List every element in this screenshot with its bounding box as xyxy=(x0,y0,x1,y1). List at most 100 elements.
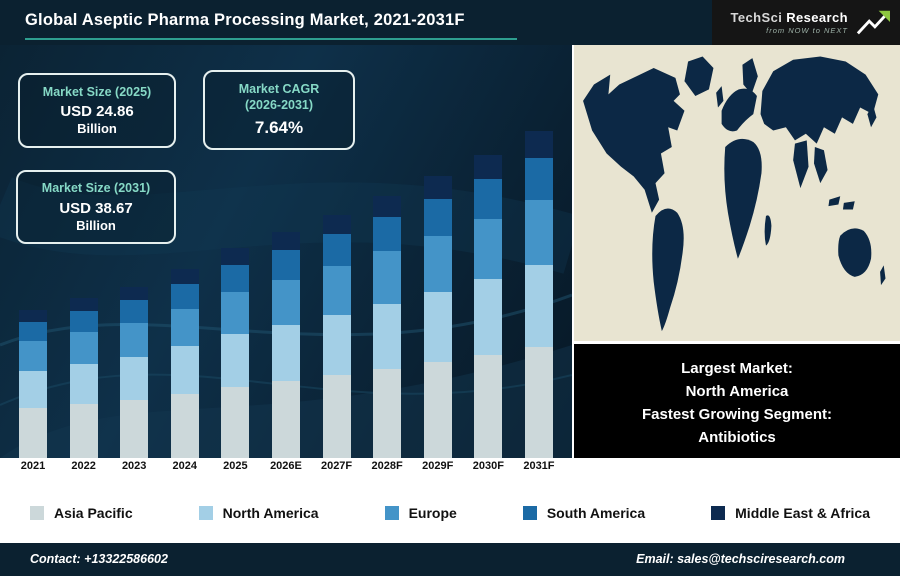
bar-segment-south-america xyxy=(170,284,199,309)
legend-swatch xyxy=(522,505,537,520)
x-axis-label: 2028F xyxy=(371,460,403,472)
bar-segment-europe xyxy=(170,308,199,347)
bar-segment-middle-east-africa xyxy=(120,286,149,301)
stat-value: 7.64% xyxy=(254,117,304,137)
bar-segment-north-america xyxy=(221,334,250,387)
bar-segment-europe xyxy=(271,279,300,325)
stat-label: Market CAGR xyxy=(238,82,320,97)
market-size-2031-box: Market Size (2031) USD 38.67 Billion xyxy=(16,170,176,244)
x-axis-label: 2021 xyxy=(20,460,46,472)
market-highlights-box: Largest Market: North America Fastest Gr… xyxy=(574,344,900,458)
legend-swatch xyxy=(384,505,399,520)
bar-segment-europe xyxy=(474,218,503,280)
bar-segment-north-america xyxy=(524,265,553,347)
bar-2021 xyxy=(16,310,50,458)
x-axis-label: 2026E xyxy=(270,460,302,472)
legend-item: South America xyxy=(522,504,646,521)
stat-unit: Billion xyxy=(76,217,116,233)
x-axis-label: 2023 xyxy=(121,460,147,472)
logo-tagline: from NOW to NEXT xyxy=(766,26,848,35)
bar-segment-south-america xyxy=(322,234,351,266)
bar-segment-europe xyxy=(423,235,452,292)
legend-label: North America xyxy=(222,504,319,521)
bar-segment-europe xyxy=(221,292,250,335)
logo-name-part2: Research xyxy=(786,10,848,25)
map-panel: Largest Market: North America Fastest Gr… xyxy=(572,45,900,458)
bar-segment-asia-pacific xyxy=(69,403,98,458)
stat-label: (2026-2031) xyxy=(244,98,314,112)
bar-segment-south-america xyxy=(423,198,452,236)
world-map xyxy=(574,45,900,341)
x-axis-label: 2022 xyxy=(71,460,96,472)
bar-segment-asia-pacific xyxy=(19,407,47,458)
legend-item: North America xyxy=(198,504,319,521)
bar-segment-north-america xyxy=(373,303,402,369)
bar-segment-north-america xyxy=(69,363,98,404)
x-axis-label: 2029F xyxy=(422,460,454,472)
legend-label: Europe xyxy=(408,504,457,521)
stat-unit: Billion xyxy=(77,121,117,137)
bar-2024 xyxy=(168,268,202,458)
bar-segment-south-america xyxy=(524,157,553,201)
chart-legend: Asia Pacific North America Europe South Ame… xyxy=(0,482,900,543)
bar-2026E xyxy=(269,232,303,458)
legend-label: South America xyxy=(546,504,646,521)
continents xyxy=(583,56,886,332)
bar-2030F xyxy=(471,154,505,458)
bar-segment-asia-pacific xyxy=(170,393,199,458)
x-axis-label: 2024 xyxy=(172,460,198,472)
legend-swatch xyxy=(711,505,726,520)
chart-panel: Market Size (2025) USD 24.86 Billion Mar… xyxy=(0,45,572,458)
market-cagr-box: Market CAGR (2026-2031) 7.64% xyxy=(203,70,355,150)
bar-segment-middle-east-africa xyxy=(221,248,250,265)
bar-segment-north-america xyxy=(19,370,47,408)
bar-segment-middle-east-africa xyxy=(69,298,98,312)
bar-segment-north-america xyxy=(170,346,199,394)
bar-stack xyxy=(373,196,402,458)
bar-2028F xyxy=(370,196,404,458)
bar-stack xyxy=(221,248,250,458)
bar-segment-middle-east-africa xyxy=(373,196,402,218)
x-axis: 2021 2022 2023 2024 2025 2026E 2027F 2028F 2029F… xyxy=(0,458,572,482)
stat-label: Market Size (2025) xyxy=(42,84,152,99)
bar-segment-asia-pacific xyxy=(221,386,250,458)
bar-segment-south-america xyxy=(373,217,402,252)
legend-item: Asia Pacific xyxy=(30,505,133,521)
bar-stack xyxy=(322,214,351,458)
bar-segment-europe xyxy=(524,200,553,266)
bar-stack xyxy=(19,310,47,458)
bar-segment-middle-east-africa xyxy=(271,232,300,251)
techsci-logo: TechSci Research from NOW to NEXT xyxy=(712,0,900,45)
bar-stack xyxy=(474,154,503,458)
bar-segment-asia-pacific xyxy=(474,354,503,458)
header: Global Aseptic Pharma Processing Market,… xyxy=(0,0,900,45)
footer: Contact: +13322586602 Email: sales@techs… xyxy=(0,543,900,576)
bar-segment-south-america xyxy=(120,300,149,323)
legend-swatch xyxy=(198,505,213,520)
bar-segment-middle-east-africa xyxy=(19,310,47,322)
bar-2031F xyxy=(522,131,556,458)
x-axis-label: 2027F xyxy=(320,460,353,472)
bar-segment-asia-pacific xyxy=(423,362,452,458)
contact-phone: Contact: +13322586602 xyxy=(30,552,168,566)
title-underline xyxy=(25,38,517,40)
bar-2022 xyxy=(67,298,101,458)
bar-segment-europe xyxy=(373,251,402,304)
bar-segment-south-america xyxy=(271,250,300,280)
bar-segment-europe xyxy=(19,341,47,371)
x-axis-label: 2025 xyxy=(223,460,248,472)
bar-stack xyxy=(423,176,452,458)
bar-segment-north-america xyxy=(271,324,300,382)
logo-name: TechSci Research xyxy=(731,10,848,25)
bar-segment-north-america xyxy=(423,291,452,363)
bar-segment-middle-east-africa xyxy=(423,176,452,199)
bar-stack xyxy=(120,286,149,458)
bar-segment-asia-pacific xyxy=(271,381,300,458)
bar-segment-north-america xyxy=(120,356,149,400)
bar-segment-asia-pacific xyxy=(373,369,402,458)
bar-segment-asia-pacific xyxy=(322,375,351,458)
bar-segment-europe xyxy=(322,265,351,315)
stat-label: Market Size (2031) xyxy=(41,181,151,196)
legend-item: Middle East & Africa xyxy=(711,505,870,521)
